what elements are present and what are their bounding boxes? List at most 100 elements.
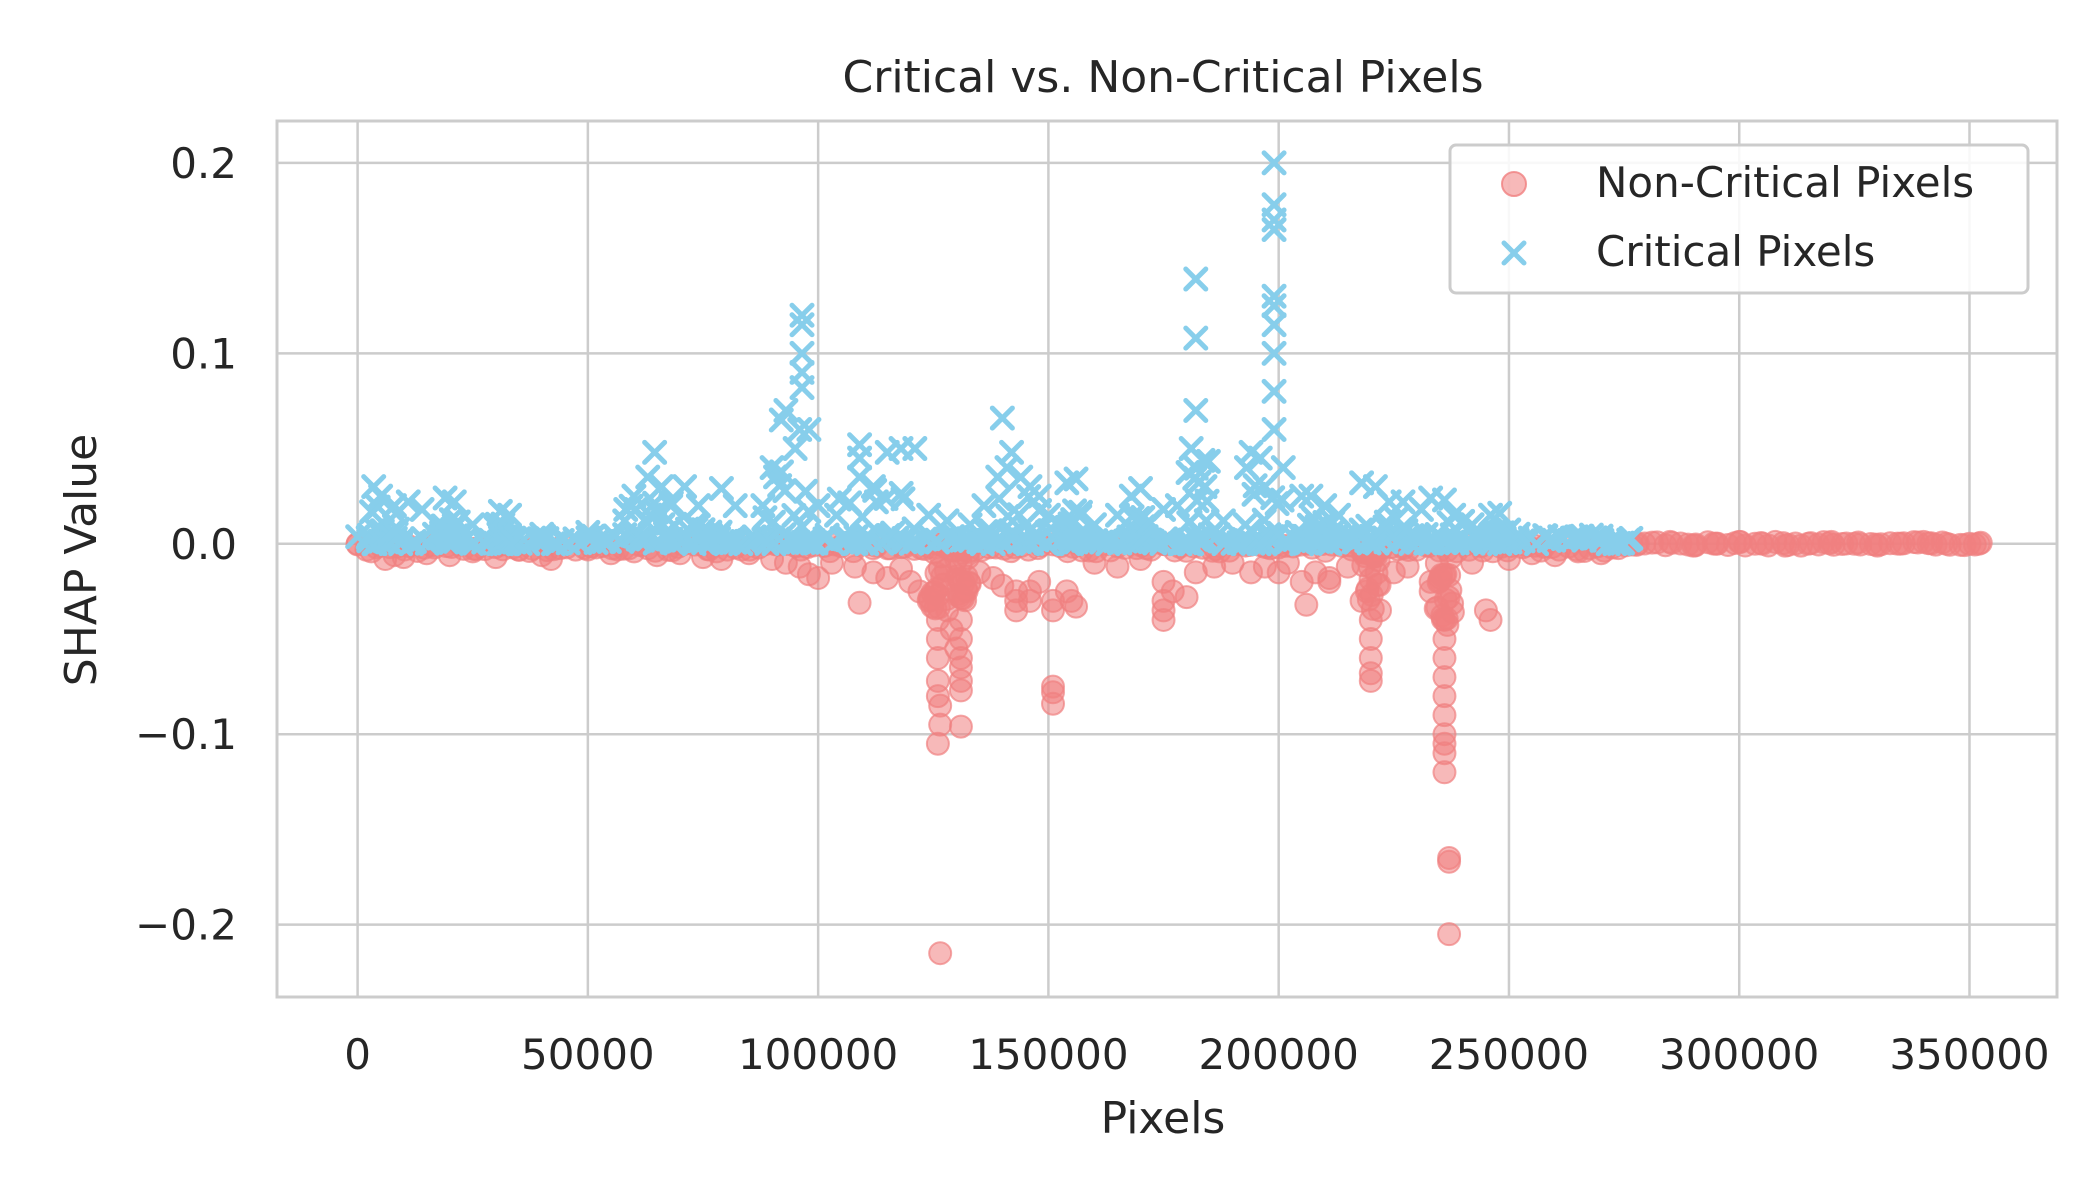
data-point-critical: [1261, 312, 1287, 338]
data-point-critical: [441, 489, 467, 515]
data-point-critical: [1210, 508, 1236, 534]
data-point-critical: [1183, 266, 1209, 292]
data-point-critical: [772, 478, 798, 504]
data-point-critical: [789, 340, 815, 366]
x-tick-labels: 0 50000 100000 150000 200000 250000 300000 3500…: [344, 1030, 2049, 1079]
data-point-critical: [1195, 448, 1221, 474]
data-point-critical: [1616, 527, 1642, 553]
y-tick-label: 0.1: [170, 329, 237, 378]
data-point-non-critical: [1658, 529, 1683, 554]
data-point-critical: [847, 464, 873, 490]
data-point-non-critical: [1750, 531, 1775, 556]
data-point-critical: [460, 512, 486, 538]
data-point-non-critical: [948, 714, 973, 739]
data-point-non-critical: [1819, 529, 1844, 554]
data-point-critical: [847, 445, 873, 471]
data-point-critical: [1432, 530, 1458, 556]
data-point-non-critical: [1174, 585, 1199, 610]
data-point-critical: [1081, 512, 1107, 538]
x-tick-label: 200000: [1199, 1030, 1359, 1079]
data-point-non-critical: [1432, 760, 1457, 785]
data-point-non-critical: [1317, 566, 1342, 591]
data-point-critical: [902, 436, 928, 462]
data-point-critical: [957, 512, 983, 538]
data-point-critical: [1261, 417, 1287, 443]
data-point-critical: [789, 359, 815, 385]
y-tick-label: −0.2: [135, 901, 237, 950]
y-tick-label: 0.2: [170, 139, 237, 188]
data-point-non-critical: [1335, 554, 1360, 579]
y-tick-label: −0.1: [135, 710, 237, 759]
data-point-critical: [1261, 217, 1287, 243]
data-point-critical: [1326, 502, 1352, 528]
data-point-critical: [1588, 523, 1614, 549]
data-point-critical: [621, 483, 647, 509]
data-point-critical: [773, 397, 799, 423]
data-point-critical: [642, 439, 668, 465]
data-point-non-critical: [1437, 849, 1462, 874]
data-point-critical: [782, 436, 808, 462]
data-point-non-critical: [1275, 550, 1300, 575]
data-point-critical: [1193, 508, 1219, 534]
data-point-non-critical: [916, 588, 941, 613]
y-tick-label: 0.0: [170, 520, 237, 569]
data-point-non-critical: [1418, 579, 1443, 604]
critical-series: [345, 150, 1644, 557]
data-point-critical: [1104, 502, 1130, 528]
data-point-critical: [1583, 525, 1609, 551]
x-axis-label: Pixels: [1101, 1093, 1226, 1144]
data-point-non-critical: [948, 678, 973, 703]
data-point-non-critical: [1934, 531, 1959, 556]
data-point-critical: [989, 405, 1015, 431]
data-point-non-critical: [925, 731, 950, 756]
data-point-critical: [1252, 474, 1278, 500]
data-point-critical: [1261, 340, 1287, 366]
data-point-critical: [1289, 483, 1315, 509]
x-tick-label: 50000: [521, 1030, 655, 1079]
data-point-critical: [1261, 192, 1287, 218]
data-point-critical: [1390, 489, 1416, 515]
data-point-critical: [1128, 476, 1154, 502]
data-point-critical: [1459, 512, 1485, 538]
data-point-critical: [999, 439, 1025, 465]
data-point-non-critical: [1478, 607, 1503, 632]
data-point-critical: [1026, 483, 1052, 509]
data-point-critical: [385, 516, 411, 542]
legend-box: [1448, 143, 2030, 295]
data-point-critical: [575, 519, 601, 545]
data-point-critical: [658, 493, 684, 519]
data-point-critical: [934, 508, 960, 534]
data-point-critical: [800, 527, 826, 553]
x-tick-label: 0: [344, 1030, 371, 1079]
data-point-critical: [1431, 487, 1457, 513]
data-point-critical: [672, 474, 698, 500]
legend-marker-critical: [1501, 240, 1527, 266]
data-point-critical: [1269, 487, 1295, 513]
data-point-critical: [890, 486, 916, 512]
data-point-non-critical: [1796, 531, 1821, 556]
data-point-critical: [854, 523, 880, 549]
data-point-critical: [409, 496, 435, 522]
data-point-critical: [1261, 150, 1287, 176]
data-point-non-critical: [1041, 598, 1066, 623]
data-point-critical: [635, 464, 661, 490]
data-point-critical: [497, 502, 523, 528]
data-point-non-critical: [1041, 691, 1066, 716]
data-point-non-critical: [1151, 607, 1176, 632]
data-point-critical: [529, 521, 555, 547]
data-point-critical: [1533, 523, 1559, 549]
data-point-critical: [787, 417, 813, 443]
data-point-critical: [796, 417, 822, 443]
data-point-critical: [888, 480, 914, 506]
data-point-critical: [395, 489, 421, 515]
data-point-non-critical: [1681, 533, 1706, 558]
data-point-critical: [1312, 493, 1338, 519]
data-point-non-critical: [1027, 569, 1052, 594]
data-point-critical: [720, 525, 746, 551]
data-point-critical: [1362, 528, 1388, 554]
data-point-critical: [805, 493, 831, 519]
data-point-non-critical: [928, 941, 953, 966]
data-point-critical: [649, 474, 675, 500]
x-tick-label: 250000: [1429, 1030, 1589, 1079]
